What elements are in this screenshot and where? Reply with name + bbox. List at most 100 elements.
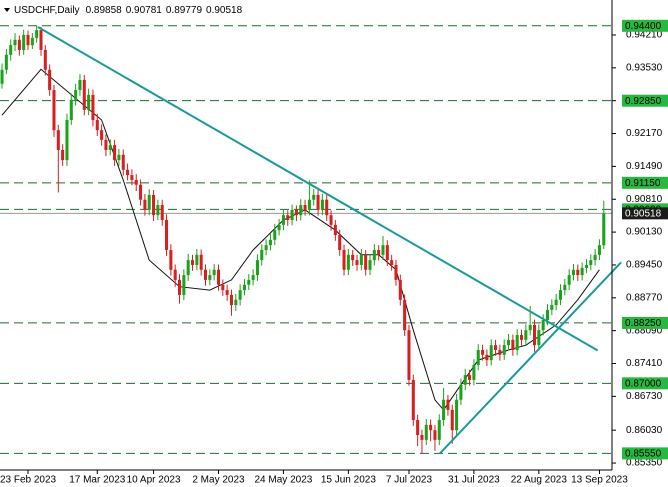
candle-body	[182, 275, 186, 295]
x-tick-label: 23 Feb 2023	[0, 475, 57, 486]
candle-body	[571, 269, 575, 276]
x-tick-label: 10 Apr 2023	[127, 475, 181, 486]
candle-body	[290, 209, 294, 221]
y-tick-label: 0.90130	[626, 227, 663, 238]
candle-body	[299, 205, 303, 216]
candle-body	[424, 424, 428, 440]
candle-body	[481, 349, 485, 355]
candle-body	[143, 199, 147, 210]
candle-body	[459, 384, 463, 400]
candle-body	[602, 213, 606, 246]
candles	[0, 25, 606, 454]
candle-body	[48, 69, 52, 91]
candle-body	[355, 260, 359, 265]
candle-body	[580, 267, 584, 276]
candle-body	[221, 284, 225, 291]
low-value: 0.89779	[166, 5, 203, 16]
candle-body	[325, 199, 329, 216]
candle-body	[511, 339, 515, 350]
y-tick-label: 0.93530	[626, 62, 663, 73]
y-tick-label: 0.91490	[626, 161, 663, 172]
candle-body	[186, 260, 190, 276]
candle-body	[411, 379, 415, 421]
candle-body	[589, 260, 593, 265]
candle-body	[260, 249, 264, 261]
candle-body	[0, 69, 4, 84]
candle-body	[450, 409, 454, 431]
header-text: USDCHF,Daily 0.89858 0.90781 0.89779 0.90518	[14, 5, 243, 16]
candle-body	[455, 399, 459, 431]
candle-body	[281, 215, 285, 225]
candle-body	[584, 264, 588, 268]
candle-body	[238, 290, 242, 300]
candle-body	[147, 194, 151, 210]
candle-body	[286, 215, 290, 221]
candle-body	[416, 420, 420, 436]
candle-body	[22, 34, 26, 50]
candle-body	[178, 279, 182, 295]
candle-body	[563, 284, 567, 291]
candle-body	[507, 339, 511, 346]
candle-body	[273, 230, 277, 240]
candle-body	[43, 49, 47, 70]
close-value: 0.90518	[206, 5, 243, 16]
axes: 0.94210 0.93530 0.92850 0.92170 0.91490 0.908…	[0, 19, 668, 486]
candle-body	[515, 335, 519, 350]
candle-body	[242, 284, 246, 291]
candle-body	[489, 345, 493, 361]
level-label-box	[622, 19, 668, 32]
candle-body	[39, 30, 43, 50]
level-label: 0.85550	[625, 449, 662, 460]
candle-body	[468, 375, 472, 380]
candle-body	[95, 120, 99, 131]
candle-body	[446, 399, 450, 410]
x-tick-label: 31 Jul 2023	[448, 475, 500, 486]
candle-body	[537, 330, 541, 346]
level-label: 0.88250	[625, 318, 662, 329]
candle-body	[255, 260, 259, 276]
level-label: 0.92850	[625, 96, 662, 107]
candle-body	[117, 154, 121, 161]
candle-body	[130, 175, 134, 180]
header-arrow	[4, 8, 10, 12]
candle-body	[30, 37, 34, 46]
candle-body	[61, 149, 65, 161]
candle-body	[13, 39, 17, 46]
candle-body	[524, 330, 528, 340]
candle-body	[394, 264, 398, 280]
level-label-box	[622, 94, 668, 107]
candle-body	[558, 290, 562, 300]
candle-body	[203, 269, 208, 280]
level-label: 0.87000	[625, 378, 662, 389]
candle-body	[74, 90, 78, 100]
candle-body	[134, 179, 138, 185]
symbol: USDCHF,Daily	[14, 5, 80, 16]
candle-body	[545, 309, 550, 321]
candle-body	[65, 120, 69, 161]
candle-body	[307, 199, 311, 210]
candle-body	[312, 194, 316, 200]
candle-body	[351, 254, 355, 261]
candle-body	[190, 260, 195, 265]
candle-body	[316, 194, 320, 210]
y-tick-label: 0.86730	[626, 391, 663, 402]
candle-body	[329, 215, 333, 225]
candle-body	[247, 279, 251, 285]
y-tick-label: 0.85350	[626, 458, 663, 469]
level-label-box	[622, 316, 668, 329]
open-value: 0.89858	[86, 5, 123, 16]
candle-body	[294, 209, 298, 216]
candle-body	[346, 254, 350, 270]
candle-body	[169, 249, 173, 270]
candle-body	[359, 254, 363, 265]
candle-body	[139, 184, 143, 200]
x-tick-label: 2 May 2023	[192, 475, 245, 486]
candle-body	[268, 239, 272, 246]
candle-body	[567, 275, 571, 285]
candle-body	[56, 130, 60, 150]
y-tick-label: 0.92170	[626, 128, 663, 139]
candle-body	[472, 364, 476, 380]
candle-body	[407, 330, 411, 380]
